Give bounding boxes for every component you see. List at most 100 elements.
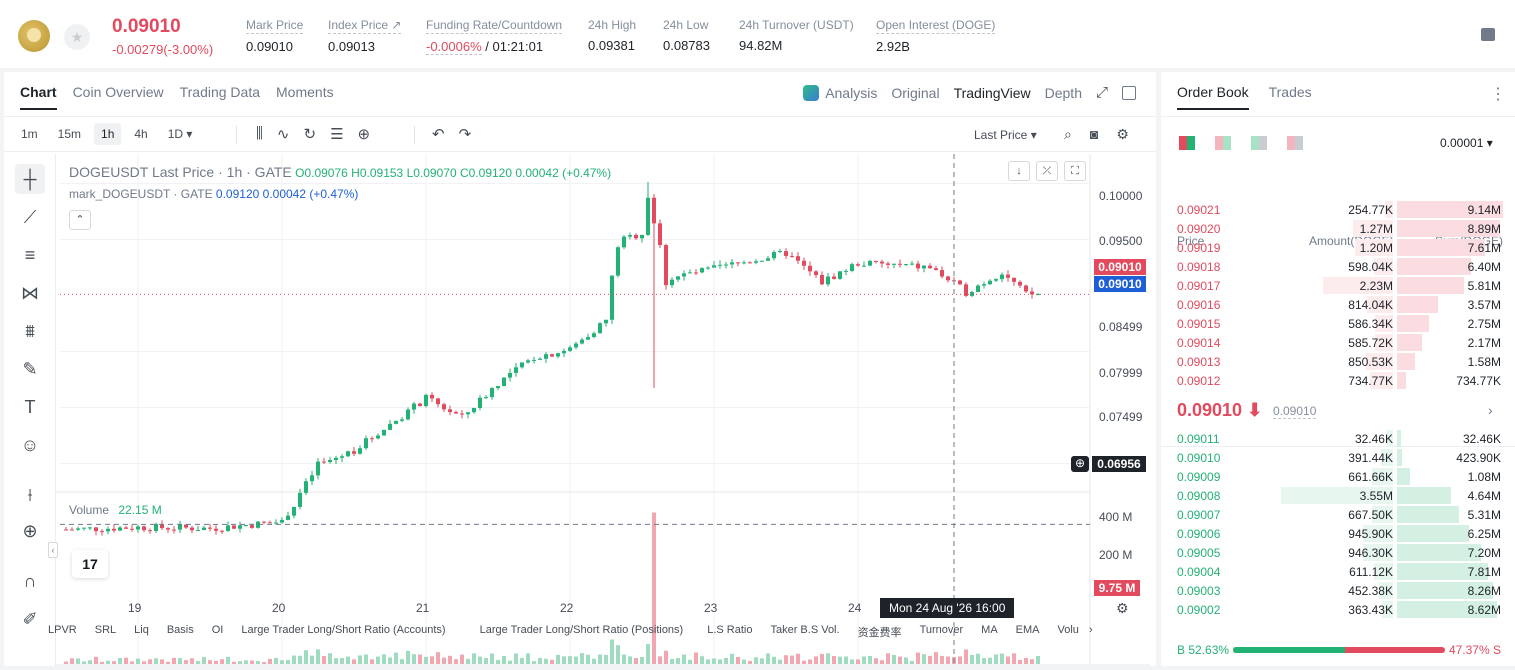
collapse-icon[interactable]: ⤫ <box>1036 161 1058 181</box>
ask-row[interactable]: 0.09013 850.53K 1.58M <box>1161 352 1515 371</box>
bid-row[interactable]: 0.09011 32.46K 32.46K <box>1161 429 1515 448</box>
pattern-icon[interactable]: ⋈ <box>21 283 39 303</box>
ask-row[interactable]: 0.09021 254.77K 9.14M <box>1161 200 1515 219</box>
tab-moments[interactable]: Moments <box>276 84 334 100</box>
tradingview-logo[interactable]: 17 <box>72 550 108 578</box>
tab-chart[interactable]: Chart <box>20 84 57 110</box>
interval-4h[interactable]: 4h <box>134 127 148 141</box>
candlestick-chart[interactable] <box>56 154 1156 666</box>
ask-row[interactable]: 0.09016 814.04K 3.57M <box>1161 295 1515 314</box>
undo-icon[interactable]: ↶ <box>432 126 445 143</box>
bid-row[interactable]: 0.09002 363.43K 8.62M <box>1161 600 1515 619</box>
emoji-icon[interactable]: ☺ <box>20 435 40 455</box>
indicator-item[interactable]: SRL <box>94 624 117 636</box>
tab-coin-overview[interactable]: Coin Overview <box>72 84 164 100</box>
search-icon[interactable]: ⌕ <box>1064 126 1072 142</box>
templates-icon[interactable]: ☰ <box>330 126 344 143</box>
indicator-item[interactable]: Taker B.S Vol. <box>770 624 840 636</box>
expand-icon[interactable]: ⤢ <box>1095 84 1108 101</box>
book-mode-both-icon[interactable] <box>1179 136 1195 150</box>
interval-1d-dropdown[interactable]: 1D ▾ <box>167 127 193 141</box>
indicator-item[interactable]: L.S Ratio <box>707 624 753 636</box>
view-tradingview[interactable]: TradingView <box>953 84 1031 101</box>
interval-15m[interactable]: 15m <box>57 127 82 141</box>
bid-row[interactable]: 0.09007 667.50K 5.31M <box>1161 505 1515 524</box>
precision-dropdown[interactable]: 0.00001 ▾ <box>1440 136 1493 150</box>
indicators-icon[interactable]: ∿ <box>276 126 290 143</box>
stat-label[interactable]: Funding Rate/Countdown <box>426 18 563 34</box>
book-mode-split-icon[interactable] <box>1215 136 1231 150</box>
window-icon[interactable] <box>1122 85 1136 100</box>
interval-1h[interactable]: 1h <box>94 123 122 145</box>
bid-row[interactable]: 0.09010 391.44K 423.90K <box>1161 448 1515 467</box>
replay-icon[interactable]: ↻ <box>303 126 317 143</box>
collapse-legend-button[interactable]: ⌃ <box>69 210 91 230</box>
volume-bar <box>496 659 500 664</box>
indicator-item[interactable]: Large Trader Long/Short Ratio (Accounts) <box>241 624 446 636</box>
bid-row[interactable]: 0.09009 661.66K 1.08M <box>1161 467 1515 486</box>
price-source-dropdown[interactable]: Last Price ▾ <box>974 128 1037 142</box>
scroll-right-icon[interactable]: › <box>1088 624 1093 636</box>
interval-1m[interactable]: 1m <box>21 127 38 141</box>
bid-row[interactable]: 0.09003 452.38K 8.26M <box>1161 581 1515 600</box>
ask-row[interactable]: 0.09018 598.04K 6.40M <box>1161 257 1515 276</box>
stat-label[interactable]: Mark Price <box>246 18 304 34</box>
indicator-item[interactable]: Basis <box>166 624 194 636</box>
candle-body <box>592 333 596 338</box>
camera-icon[interactable]: ◙ <box>1089 126 1099 142</box>
view-depth[interactable]: Depth <box>1044 84 1082 101</box>
tab-trades[interactable]: Trades <box>1268 84 1312 100</box>
ask-row[interactable]: 0.09012 734.77K 734.77K <box>1161 371 1515 390</box>
chart-settings-gear-icon[interactable]: ⚙ <box>1116 600 1129 616</box>
candle-type-icon[interactable]: ⫼ <box>256 125 263 142</box>
redo-icon[interactable]: ↷ <box>458 126 472 143</box>
pencil-lock-icon[interactable]: ✐ <box>22 609 38 629</box>
indicator-item[interactable]: EMA <box>1015 624 1040 636</box>
add-indicator-icon[interactable]: ⊕ <box>357 126 371 143</box>
ruler-icon[interactable]: ⟊ <box>27 485 33 505</box>
bid-row[interactable]: 0.09004 611.12K 7.81M <box>1161 562 1515 581</box>
bid-row[interactable]: 0.09008 3.55M 4.64M <box>1161 486 1515 505</box>
indicator-item[interactable]: OI <box>211 624 224 636</box>
indicator-item[interactable]: Large Trader Long/Short Ratio (Positions… <box>479 624 684 636</box>
tab-trading-data[interactable]: Trading Data <box>179 84 261 100</box>
fib-icon[interactable]: ⩩ <box>25 321 35 341</box>
indicator-item[interactable]: Volu <box>1057 624 1079 636</box>
ask-row[interactable]: 0.09017 2.23M 5.81M <box>1161 276 1515 295</box>
stat-label[interactable]: Open Interest (DOGE) <box>876 18 996 34</box>
horizontal-lines-icon[interactable]: ≡ <box>24 245 36 265</box>
collapse-toolbar-handle[interactable]: ‹ <box>48 542 58 558</box>
bid-row[interactable]: 0.09006 945.90K 6.25M <box>1161 524 1515 543</box>
scroll-down-icon[interactable]: ↓ <box>1008 161 1030 181</box>
magnet-icon[interactable]: ∩ <box>23 571 37 591</box>
more-menu-icon[interactable]: ⋮ <box>1490 86 1506 103</box>
view-original[interactable]: Original <box>891 84 940 101</box>
indicator-item[interactable]: Liq <box>134 624 149 636</box>
ask-row[interactable]: 0.09019 1.20M 7.61M <box>1161 238 1515 257</box>
crosshair-icon[interactable]: ┼ <box>15 164 45 194</box>
indicator-item[interactable]: 资金费率 <box>857 627 902 639</box>
gear-icon[interactable]: ⚙ <box>1116 126 1129 142</box>
add-alert-icon[interactable]: ⊕ <box>1071 456 1089 472</box>
bid-row[interactable]: 0.09005 946.30K 7.20M <box>1161 543 1515 562</box>
view-analysis[interactable]: Analysis <box>803 84 877 101</box>
tab-order-book[interactable]: Order Book <box>1177 84 1249 110</box>
book-mode-bids-icon[interactable] <box>1251 136 1267 150</box>
ask-row[interactable]: 0.09014 585.72K 2.17M <box>1161 333 1515 352</box>
text-tool-icon[interactable]: T <box>24 397 36 417</box>
indicator-item[interactable]: LPVR <box>48 624 77 636</box>
book-mode-asks-icon[interactable] <box>1287 136 1303 150</box>
zoom-icon[interactable]: ⊕ <box>22 521 38 541</box>
fullscreen-icon[interactable]: ⛶ <box>1064 161 1086 181</box>
brush-icon[interactable]: ✎ <box>22 359 38 379</box>
indicator-item[interactable]: MA <box>981 624 998 636</box>
indicator-item[interactable]: Turnover <box>919 624 964 636</box>
trendline-icon[interactable]: ⟋ <box>23 207 37 227</box>
ask-row[interactable]: 0.09020 1.27M 8.89M <box>1161 219 1515 238</box>
volume-bar <box>502 655 506 664</box>
favorite-star-icon[interactable]: ★ <box>64 24 90 50</box>
book-icon[interactable] <box>1481 28 1495 41</box>
ask-row[interactable]: 0.09015 586.34K 2.75M <box>1161 314 1515 333</box>
stat-label[interactable]: Index Price ↗ <box>328 18 402 34</box>
chevron-right-icon[interactable]: › <box>1488 402 1493 418</box>
